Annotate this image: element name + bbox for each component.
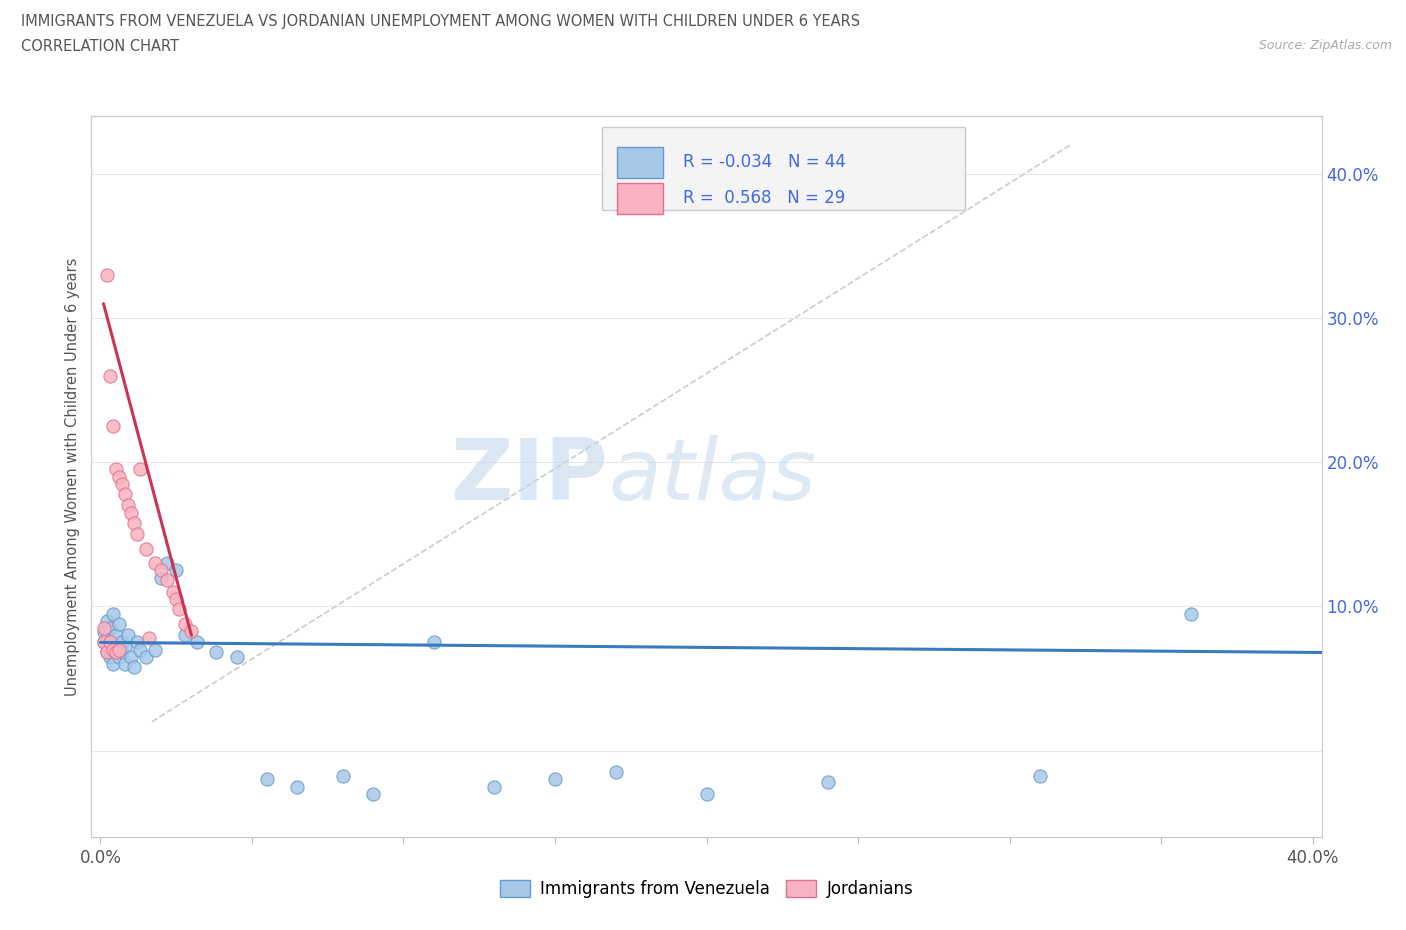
Point: [361, 787, 384, 802]
Text: atlas: atlas: [607, 435, 815, 518]
Point: [104, 628, 127, 643]
Point: [111, 645, 134, 660]
Point: [125, 526, 148, 541]
Point: [98, 620, 121, 635]
Point: [98, 368, 121, 383]
Point: [125, 635, 148, 650]
Point: [156, 556, 179, 571]
Point: [114, 639, 136, 654]
Point: [484, 779, 506, 794]
Point: [101, 642, 124, 657]
Point: [120, 505, 142, 520]
Point: [143, 556, 166, 571]
Point: [117, 498, 139, 513]
Point: [204, 645, 226, 660]
Text: Source: ZipAtlas.com: Source: ZipAtlas.com: [1258, 39, 1392, 52]
Point: [93, 635, 115, 650]
Point: [107, 649, 129, 664]
Point: [128, 462, 150, 477]
Point: [156, 573, 179, 588]
Point: [93, 620, 115, 635]
Point: [101, 657, 124, 671]
FancyBboxPatch shape: [617, 147, 664, 178]
Point: [162, 585, 184, 600]
Text: R = -0.034   N = 44: R = -0.034 N = 44: [683, 153, 846, 171]
Point: [225, 649, 247, 664]
Point: [117, 628, 139, 643]
Text: ZIP: ZIP: [450, 435, 607, 518]
Point: [98, 639, 121, 654]
Point: [332, 769, 354, 784]
Point: [122, 515, 145, 530]
Y-axis label: Unemployment Among Women with Children Under 6 years: Unemployment Among Women with Children U…: [65, 258, 80, 696]
Point: [93, 635, 115, 650]
Point: [695, 787, 717, 802]
Point: [256, 772, 278, 787]
Point: [104, 642, 127, 657]
Point: [180, 623, 202, 638]
Text: IMMIGRANTS FROM VENEZUELA VS JORDANIAN UNEMPLOYMENT AMONG WOMEN WITH CHILDREN UN: IMMIGRANTS FROM VENEZUELA VS JORDANIAN U…: [21, 14, 860, 29]
Point: [107, 642, 129, 657]
Point: [605, 764, 627, 779]
Point: [423, 635, 446, 650]
Point: [174, 617, 197, 631]
Point: [143, 642, 166, 657]
Point: [120, 649, 142, 664]
Point: [165, 563, 187, 578]
Text: R =  0.568   N = 29: R = 0.568 N = 29: [683, 190, 845, 207]
Text: CORRELATION CHART: CORRELATION CHART: [21, 39, 179, 54]
Point: [107, 617, 129, 631]
Point: [165, 591, 187, 606]
Point: [138, 631, 160, 645]
FancyBboxPatch shape: [617, 183, 664, 214]
Point: [122, 659, 145, 674]
Point: [167, 602, 190, 617]
Point: [135, 541, 157, 556]
Point: [96, 614, 118, 629]
Point: [114, 657, 136, 671]
Point: [186, 635, 208, 650]
Point: [287, 779, 309, 794]
Point: [114, 486, 136, 501]
Point: [98, 649, 121, 664]
Point: [96, 631, 118, 645]
Point: [544, 772, 567, 787]
Point: [111, 635, 134, 650]
Point: [1029, 769, 1052, 784]
Point: [107, 470, 129, 485]
Point: [104, 645, 127, 660]
FancyBboxPatch shape: [602, 127, 965, 210]
Point: [174, 628, 197, 643]
Point: [817, 775, 839, 790]
Point: [104, 462, 127, 477]
Point: [111, 476, 134, 491]
Point: [96, 645, 118, 660]
Legend: Immigrants from Venezuela, Jordanians: Immigrants from Venezuela, Jordanians: [494, 873, 920, 904]
Point: [128, 642, 150, 657]
Point: [98, 635, 121, 650]
Point: [101, 606, 124, 621]
Point: [101, 418, 124, 433]
Point: [96, 645, 118, 660]
Point: [93, 625, 115, 640]
Point: [1180, 606, 1202, 621]
Point: [150, 563, 173, 578]
Point: [135, 649, 157, 664]
Point: [96, 268, 118, 283]
Point: [150, 570, 173, 585]
